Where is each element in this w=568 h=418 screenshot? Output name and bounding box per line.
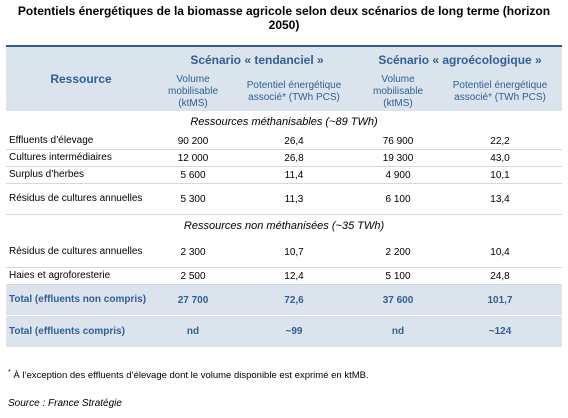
potentiel-header-2: Potentiel énergétique associé* (TWh PCS) [438,73,563,111]
cell-potentiel-tendanciel: 11,4 [230,166,359,184]
section-row-methanisables: Ressources méthanisables (~89 TWh) [6,111,563,133]
row-label: Cultures intermédiaires [6,149,156,167]
total-volume-agroecologique: 37 600 [358,284,439,316]
section-label-methanisables: Ressources méthanisables (~89 TWh) [6,111,563,133]
total-label: Total (effluents non compris) [6,284,156,316]
cell-volume-tendanciel: 5 300 [156,183,230,215]
energy-potential-table: Ressource Scénario « tendanciel » Scénar… [6,45,563,348]
cell-volume-agroecologique: 2 200 [358,237,439,268]
volume-header-2: Volume mobilisable (ktMS) [358,73,439,111]
total-potentiel-tendanciel: 72,6 [230,284,359,316]
total-row-effluents-compris: Total (effluents compris) nd ~99 nd ~124 [6,315,563,348]
total-volume-agroecologique: nd [358,315,439,348]
total-volume-tendanciel: nd [156,315,230,348]
source-note: Source : France Stratégie [8,398,122,409]
cell-potentiel-tendanciel: 12,4 [230,267,359,285]
cell-potentiel-agroecologique: 10,4 [438,237,563,268]
section-label-non-methanisees: Ressources non méthanisées (~35 TWh) [6,214,563,237]
table-title: Potentiels énergétiques de la biomasse a… [17,4,551,32]
volume-header-1: Volume mobilisable (ktMS) [156,73,230,111]
footnote-marker: * [8,369,11,376]
header-row-columns: Volume mobilisable (ktMS) Potentiel éner… [6,73,563,111]
cell-potentiel-agroecologique: 10,1 [438,166,563,184]
cell-potentiel-tendanciel: 26,4 [230,133,359,150]
potentiel-header-1: Potentiel énergétique associé* (TWh PCS) [230,73,359,111]
total-potentiel-tendanciel: ~99 [230,315,359,348]
cell-potentiel-tendanciel: 10,7 [230,237,359,268]
total-row-effluents-non-compris: Total (effluents non compris) 27 700 72,… [6,284,563,316]
row-label: Surplus d’herbes [6,166,156,184]
row-label: Effluents d’élevage [6,133,156,150]
ressource-header: Ressource [6,46,156,111]
cell-volume-agroecologique: 76 900 [358,133,439,150]
cell-volume-tendanciel: 5 600 [156,166,230,184]
cell-volume-tendanciel: 2 500 [156,267,230,285]
table-row: Cultures intermédiaires 12 000 26,8 19 3… [6,149,563,167]
scenario-tendanciel-header: Scénario « tendanciel » [156,46,359,73]
cell-volume-agroecologique: 4 900 [358,166,439,184]
cell-volume-tendanciel: 2 300 [156,237,230,268]
row-label: Résidus de cultures annuelles [6,183,156,215]
row-label: Haies et agroforesterie [6,267,156,285]
row-label: Résidus de cultures annuelles [6,237,156,268]
cell-potentiel-tendanciel: 11,3 [230,183,359,215]
table-row: Résidus de cultures annuelles 2 300 10,7… [6,237,563,268]
cell-volume-agroecologique: 6 100 [358,183,439,215]
scenario-agroecologique-header: Scénario « agroécologique » [358,46,563,73]
total-label: Total (effluents compris) [6,315,156,348]
total-potentiel-agroecologique: 101,7 [438,284,563,316]
cell-potentiel-agroecologique: 22,2 [438,133,563,150]
cell-volume-agroecologique: 19 300 [358,149,439,167]
footnote: * À l’exception des effluents d’élevage … [8,369,369,381]
cell-volume-agroecologique: 5 100 [358,267,439,285]
cell-volume-tendanciel: 12 000 [156,149,230,167]
table-row: Haies et agroforesterie 2 500 12,4 5 100… [6,267,563,285]
section-row-non-methanisees: Ressources non méthanisées (~35 TWh) [6,214,563,237]
table-row: Résidus de cultures annuelles 5 300 11,3… [6,183,563,215]
cell-potentiel-agroecologique: 24,8 [438,267,563,285]
cell-potentiel-agroecologique: 43,0 [438,149,563,167]
footnote-text: À l’exception des effluents d’élevage do… [13,370,369,382]
total-potentiel-agroecologique: ~124 [438,315,563,348]
cell-volume-tendanciel: 90 200 [156,133,230,150]
table-row: Effluents d’élevage 90 200 26,4 76 900 2… [6,133,563,150]
header-row-scenarios: Ressource Scénario « tendanciel » Scénar… [6,46,563,111]
table-row: Surplus d’herbes 5 600 11,4 4 900 10,1 [6,166,563,184]
cell-potentiel-tendanciel: 26,8 [230,149,359,167]
cell-potentiel-agroecologique: 13,4 [438,183,563,215]
total-volume-tendanciel: 27 700 [156,284,230,316]
